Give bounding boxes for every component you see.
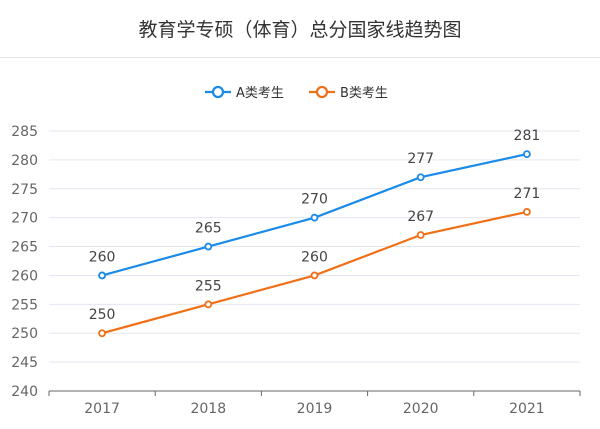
data-label: 265 xyxy=(195,221,222,237)
data-point xyxy=(523,150,531,159)
data-label: 281 xyxy=(514,128,541,144)
data-point xyxy=(523,207,531,216)
x-axis: 2017 2018 2019 2020 2021 xyxy=(48,390,581,417)
y-tick-label: 270 xyxy=(11,211,38,227)
y-tick-label: 240 xyxy=(11,384,38,400)
data-point xyxy=(416,173,425,182)
y-tick-label: 275 xyxy=(11,182,38,198)
data-point xyxy=(98,271,106,280)
legend-item-2[interactable]: B类考生 xyxy=(309,85,388,101)
y-tick-label: 245 xyxy=(11,355,38,371)
data-point xyxy=(204,242,213,251)
data-label: 270 xyxy=(301,192,328,208)
data-label: 277 xyxy=(407,151,434,167)
x-tick-label: 2018 xyxy=(190,401,226,417)
legend-item-1[interactable]: A类考生 xyxy=(205,85,284,101)
data-label: 250 xyxy=(89,307,116,323)
x-tick-label: 2017 xyxy=(84,401,120,417)
x-tick-label: 2019 xyxy=(297,401,333,417)
chart-title: 教育学专硕（体育）总分国家线趋势图 xyxy=(0,0,600,58)
series-1: 260 265 270 277 281 xyxy=(89,128,541,280)
data-label: 260 xyxy=(89,249,116,265)
data-point xyxy=(204,300,213,309)
y-tick-label: 265 xyxy=(11,240,38,256)
series-layer: 260 265 270 277 281 250 255 260 267 271 xyxy=(89,128,541,338)
data-point xyxy=(310,213,319,222)
legend-marker xyxy=(211,85,225,99)
data-label: 260 xyxy=(301,249,328,265)
data-point xyxy=(98,329,106,338)
y-tick-label: 280 xyxy=(11,153,38,169)
y-axis: 240 245 250 255 260 265 270 275 280 285 xyxy=(11,124,38,400)
data-point xyxy=(416,231,425,239)
legend-marker xyxy=(315,85,329,99)
data-point xyxy=(310,271,319,280)
y-tick-label: 285 xyxy=(11,124,38,140)
data-label: 255 xyxy=(195,278,222,294)
data-label: 271 xyxy=(514,186,541,202)
legend-label: A类考生 xyxy=(236,86,284,101)
series-2: 250 255 260 267 271 xyxy=(89,186,541,338)
data-label: 267 xyxy=(407,209,434,225)
y-tick-label: 250 xyxy=(11,326,38,342)
legend-label: B类考生 xyxy=(340,86,388,101)
grid-lines xyxy=(49,130,580,363)
x-tick-label: 2021 xyxy=(509,401,545,417)
legend[interactable]: A类考生 B类考生 xyxy=(205,85,388,101)
y-tick-label: 255 xyxy=(11,297,38,313)
y-tick-label: 260 xyxy=(11,268,38,284)
x-tick-label: 2020 xyxy=(403,401,439,417)
